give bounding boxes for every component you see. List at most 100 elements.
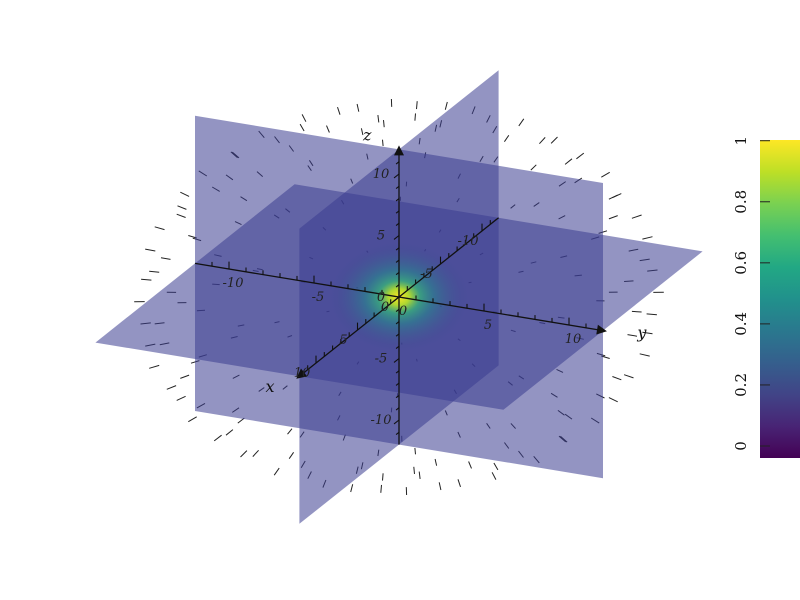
vector-arrow [350,484,354,493]
z-tick-label: 5 [377,229,385,244]
vector-arrow [252,449,259,457]
y-axis-arrowhead [596,324,607,335]
z-axis-tick [395,284,400,288]
colorbar-tick-label: 0.8 [732,190,750,214]
vector-arrow [160,257,171,260]
vector-arrow [414,447,416,455]
vector-arrow [288,452,295,459]
colorbar-tick-label: 0.6 [732,251,750,275]
vector-arrow [642,236,653,240]
z-axis-tick [395,382,400,386]
colorbar-tick-label: 0.2 [732,373,750,397]
z-axis-tick [395,394,400,399]
vector-arrow [414,113,416,121]
colorbar-tick-label: 1 [732,136,750,146]
x-axis-arrowhead [296,368,308,379]
vector-arrow [382,139,384,147]
vector-arrow [608,194,618,200]
vector-arrow [550,136,558,144]
vector-arrow [418,471,421,479]
z-axis-tick [393,296,400,302]
z-axis-label: z [362,126,372,145]
vector-arrow [176,213,186,218]
vector-arrow [434,458,438,466]
z-axis-tick [393,358,400,363]
vector-arrow [149,270,160,273]
vector-arrow [176,395,186,401]
vector-arrow [287,428,293,435]
vector-arrow [503,135,510,142]
vector-arrow [377,115,380,123]
vector-arrow [438,482,442,491]
vector-arrow [539,137,546,145]
vector-arrow [188,416,197,423]
z-axis-tick [395,198,400,202]
vector-arrow [326,125,330,133]
vector-arrow [225,429,234,436]
vector-arrow [601,171,610,178]
z-axis-tick [395,247,400,251]
vector-arrow [337,106,341,115]
colorbar-ticks: 0 0.2 0.4 0.6 0.8 1 [732,136,770,451]
z-axis-tick [395,185,400,190]
z-axis-tick [395,210,400,214]
vector-arrow [608,215,618,220]
y-axis-label: y [636,323,647,342]
vector-arrow [612,376,622,381]
colorbar-tick-label: 0 [732,441,750,451]
vector-arrow [493,462,499,471]
vector-arrow [240,450,248,458]
vector-arrow [530,164,537,171]
vector-arrow [299,123,305,132]
vector-arrow [468,461,472,469]
x-tick-label: 5 [339,333,347,348]
colorbar-tick-label: 0.4 [732,312,750,336]
vector-arrow [141,278,152,281]
vector-arrow [149,364,160,369]
colorbar-gradient [760,140,800,458]
vector-arrow [576,152,585,160]
vector-arrow [180,191,190,197]
x-tick-label: -10 [458,234,479,249]
vector-arrow [627,334,638,337]
z-axis-tick [395,161,400,165]
vector-arrow [416,101,418,110]
vector-arrow [646,313,657,316]
vector-arrow [360,128,364,136]
x-axis-label: x [265,377,274,396]
y-tick-label: 0 [399,304,407,319]
z-axis-tick [393,173,400,179]
z-tick-label: 0 [377,290,385,305]
z-axis-tick [395,271,400,276]
vector-arrow [180,374,190,379]
vector-arrow [631,310,642,313]
vector-arrow [145,248,156,252]
vector-arrow [380,484,382,493]
y-tick-label: 10 [565,332,582,347]
z-axis-tick [395,345,400,349]
vector-arrow [608,397,618,403]
z-axis-tick [395,259,400,263]
z-axis-tick [395,308,400,313]
axes: -10 -5 0 5 10 x -10 -5 0 5 10 y -10 -5 0 5 10 z [194,126,647,445]
vector-arrow [444,101,448,110]
z-axis-arrowhead [394,145,404,156]
vector-arrow [623,374,634,379]
vector-arrow [166,385,177,390]
vector-arrow [273,467,280,476]
z-axis-tick [395,370,400,374]
x-tick-label: -5 [420,267,433,282]
z-axis-tick [393,235,400,240]
vector-arrow [631,214,642,219]
vector-arrow [356,103,360,112]
z-axis-tick [393,419,400,425]
colorbar: 0 0.2 0.4 0.6 0.8 1 [732,136,800,458]
y-tick-label: -5 [312,290,325,305]
vector-arrow [382,473,384,481]
z-axis-tick [395,222,400,226]
vector-arrow [518,118,525,127]
y-tick-label: -10 [223,276,244,291]
vector-arrow [413,466,415,474]
vector-arrow [177,205,187,210]
